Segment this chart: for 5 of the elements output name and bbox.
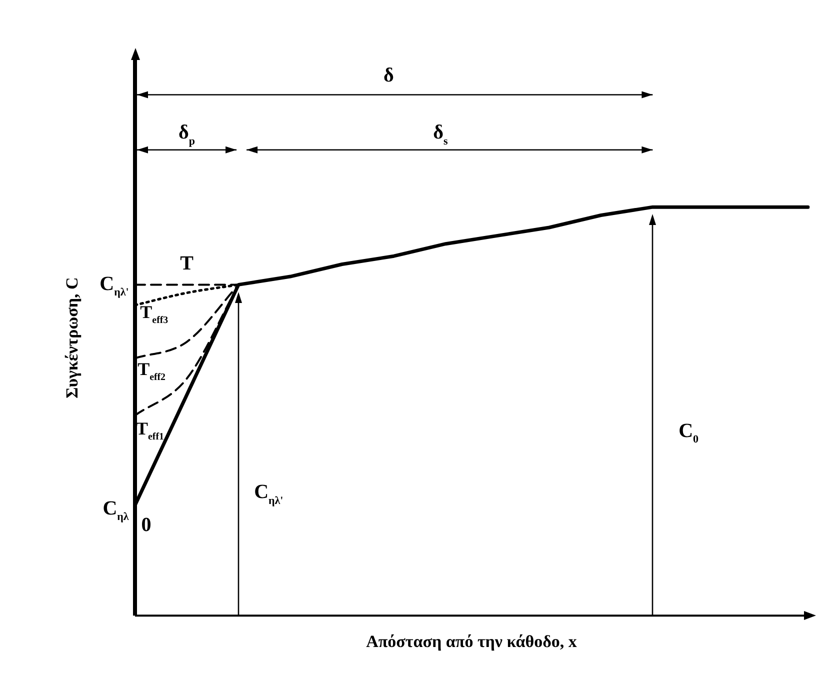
text: δ xyxy=(383,64,394,87)
annotation: 0 xyxy=(141,514,152,536)
annotation: T xyxy=(180,252,194,274)
y-axis-title: Συγκέντρωση, C xyxy=(62,277,82,398)
x-axis-title: Απόσταση από την κάθοδο, x xyxy=(366,632,578,651)
